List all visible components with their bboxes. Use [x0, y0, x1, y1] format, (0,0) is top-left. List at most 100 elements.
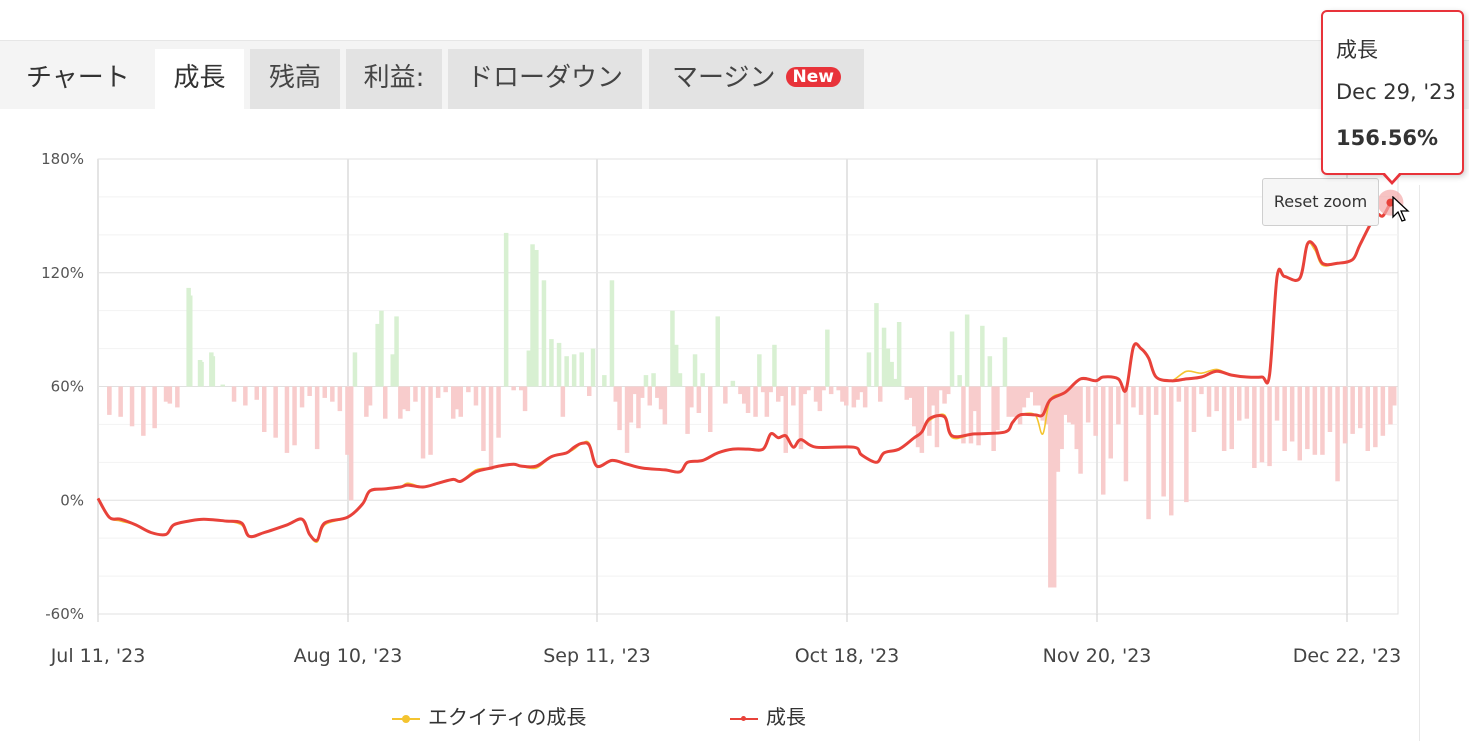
loss-bar — [689, 386, 694, 408]
tab-profit[interactable]: 利益: — [346, 49, 442, 109]
loss-bar — [1191, 386, 1197, 432]
y-tick-label: 180% — [41, 150, 84, 168]
profit-bar — [1002, 337, 1008, 387]
legend-equity-growth[interactable]: エクイティの成長 — [392, 701, 586, 730]
loss-bar — [1305, 386, 1310, 450]
loss-bar — [844, 386, 849, 406]
loss-bar — [1070, 386, 1076, 425]
loss-bar — [1025, 386, 1030, 398]
profit-bar — [700, 373, 705, 387]
loss-bar — [1358, 386, 1363, 429]
loss-bar — [1206, 386, 1212, 417]
loss-bar — [779, 386, 785, 396]
loss-bar — [1101, 386, 1106, 495]
tooltip-series: 成長 — [1336, 38, 1378, 62]
loss-bar — [1048, 386, 1053, 588]
loss-bar — [859, 386, 864, 393]
loss-bar — [1244, 386, 1250, 419]
profit-bar — [220, 384, 225, 387]
loss-bar — [1274, 386, 1280, 421]
series-lines — [96, 201, 1392, 544]
loss-bar — [1373, 386, 1378, 448]
legend-growth[interactable]: 成長 — [730, 701, 806, 730]
loss-bar — [1067, 386, 1072, 423]
profit-bar — [825, 329, 830, 387]
loss-bar — [783, 386, 788, 453]
tab-margin[interactable]: マージン New — [649, 49, 864, 109]
loss-bar — [292, 386, 297, 446]
x-tick-label: Dec 22, '23 — [1293, 645, 1401, 667]
loss-bar — [791, 386, 796, 406]
loss-bar — [1259, 386, 1265, 463]
x-tick-label: Sep 11, '23 — [543, 645, 651, 667]
loss-bar — [345, 386, 350, 455]
loss-bar — [855, 386, 860, 400]
x-tick-label: Aug 10, '23 — [294, 645, 403, 667]
loss-bar — [560, 386, 566, 417]
loss-bar — [522, 386, 528, 412]
loss-bar — [481, 386, 486, 451]
loss-bar — [175, 386, 180, 408]
loss-bar — [930, 386, 936, 406]
loss-bar — [662, 386, 668, 425]
profit-bar — [874, 303, 879, 387]
loss-bar — [995, 386, 1000, 431]
loss-bar — [1017, 386, 1023, 425]
y-tick-label: 60% — [51, 378, 84, 396]
x-tick-label: Nov 20, '23 — [1043, 645, 1152, 667]
loss-bar — [1153, 386, 1159, 415]
loss-bar — [163, 386, 169, 402]
loss-bar — [636, 386, 641, 429]
loss-bar — [696, 386, 702, 413]
tab-growth[interactable]: 成長 — [155, 49, 244, 109]
profit-bar — [379, 310, 384, 387]
profit-bar — [643, 375, 649, 387]
new-badge: New — [785, 66, 841, 87]
profit-bar — [375, 323, 380, 387]
tab-profit-label: 利益: — [363, 63, 425, 93]
loss-bar — [976, 386, 981, 446]
loss-bar — [107, 386, 112, 415]
loss-bar — [1055, 386, 1061, 472]
loss-bar — [742, 386, 747, 404]
loss-bar — [231, 386, 237, 402]
loss-bar — [1297, 386, 1302, 461]
growth-line — [96, 201, 1392, 543]
loss-bar — [1085, 386, 1091, 423]
loss-bar — [1063, 386, 1068, 415]
loss-bar — [1237, 386, 1242, 421]
chart-grid — [97, 158, 1399, 622]
profit-bar — [571, 354, 577, 387]
loss-bar — [262, 386, 267, 432]
profit-loss-bars — [107, 232, 1397, 588]
loss-bar — [367, 386, 373, 406]
loss-bar — [398, 386, 403, 419]
loss-bar — [1138, 386, 1144, 415]
loss-bar — [1289, 386, 1295, 442]
reset-zoom-button[interactable]: Reset zoom — [1262, 178, 1379, 226]
loss-bar — [273, 386, 278, 438]
loss-bar — [420, 386, 426, 459]
loss-bar — [647, 386, 652, 406]
profit-bar — [964, 314, 970, 387]
tab-drawdown[interactable]: ドローダウン — [448, 49, 642, 109]
loss-bar — [330, 386, 335, 402]
loss-bar — [401, 386, 407, 410]
loss-bar — [1320, 386, 1325, 455]
profit-bar — [730, 380, 736, 387]
profit-bar — [757, 354, 762, 387]
loss-bar — [435, 386, 441, 398]
y-tick-label: 0% — [60, 491, 84, 509]
profit-bar — [530, 244, 535, 387]
tab-balance[interactable]: 残高 — [250, 49, 340, 109]
loss-bar — [364, 386, 369, 417]
profit-bar — [715, 316, 720, 387]
profit-bar — [957, 375, 962, 387]
loss-bar — [1335, 386, 1340, 482]
tab-balance-label: 残高 — [268, 63, 321, 93]
loss-bar — [167, 386, 173, 404]
profit-bar — [352, 352, 358, 387]
loss-bar — [1252, 386, 1257, 468]
loss-bar — [802, 386, 807, 395]
